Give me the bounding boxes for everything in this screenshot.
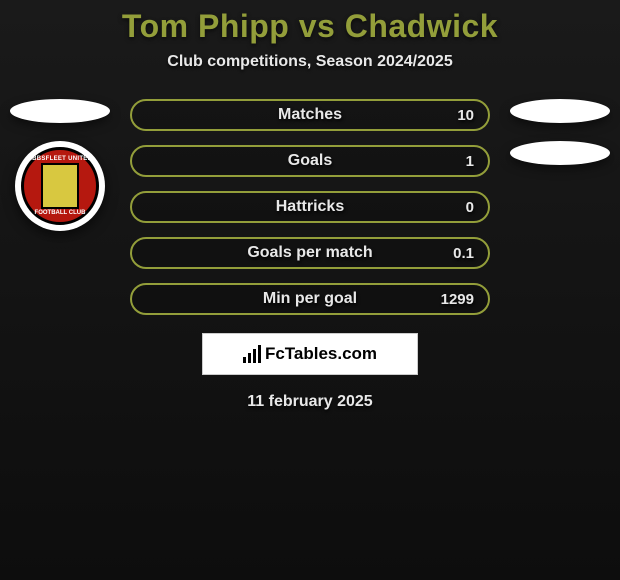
stat-label: Min per goal — [263, 290, 357, 308]
stat-bar-mpg: Min per goal 1299 — [130, 283, 490, 315]
club-badge-left: EBBSFLEET UNITED FOOTBALL CLUB — [15, 141, 105, 231]
main-row: EBBSFLEET UNITED FOOTBALL CLUB Matches 1… — [0, 99, 620, 315]
stat-label: Goals — [288, 152, 332, 170]
stat-value-right: 1299 — [441, 291, 474, 308]
stat-value-right: 10 — [457, 107, 474, 124]
stat-bar-goals: Goals 1 — [130, 145, 490, 177]
club-badge-inner: EBBSFLEET UNITED FOOTBALL CLUB — [21, 147, 99, 225]
left-column: EBBSFLEET UNITED FOOTBALL CLUB — [10, 99, 110, 231]
right-column — [510, 99, 610, 165]
stat-bar-matches: Matches 10 — [130, 99, 490, 131]
stat-bar-gpm: Goals per match 0.1 — [130, 237, 490, 269]
stats-column: Matches 10 Goals 1 Hattricks 0 Goals per… — [130, 99, 490, 315]
stat-label: Goals per match — [247, 244, 372, 262]
club-badge-shield — [41, 163, 79, 209]
stat-value-right: 1 — [466, 153, 474, 170]
stat-label: Matches — [278, 106, 342, 124]
page-title: Tom Phipp vs Chadwick — [0, 8, 620, 45]
player-placeholder-left — [10, 99, 110, 123]
widget-container: Tom Phipp vs Chadwick Club competitions,… — [0, 0, 620, 411]
club-placeholder-right — [510, 141, 610, 165]
chart-icon — [243, 345, 261, 363]
brand-box[interactable]: FcTables.com — [202, 333, 418, 375]
brand-text: FcTables.com — [265, 344, 377, 364]
subtitle: Club competitions, Season 2024/2025 — [0, 53, 620, 71]
date-text: 11 february 2025 — [0, 393, 620, 411]
stat-label: Hattricks — [276, 198, 344, 216]
club-badge-text-top: EBBSFLEET UNITED — [28, 156, 92, 162]
stat-bar-hattricks: Hattricks 0 — [130, 191, 490, 223]
stat-value-right: 0.1 — [453, 245, 474, 262]
club-badge-text-bottom: FOOTBALL CLUB — [35, 210, 86, 216]
stat-value-right: 0 — [466, 199, 474, 216]
player-placeholder-right — [510, 99, 610, 123]
